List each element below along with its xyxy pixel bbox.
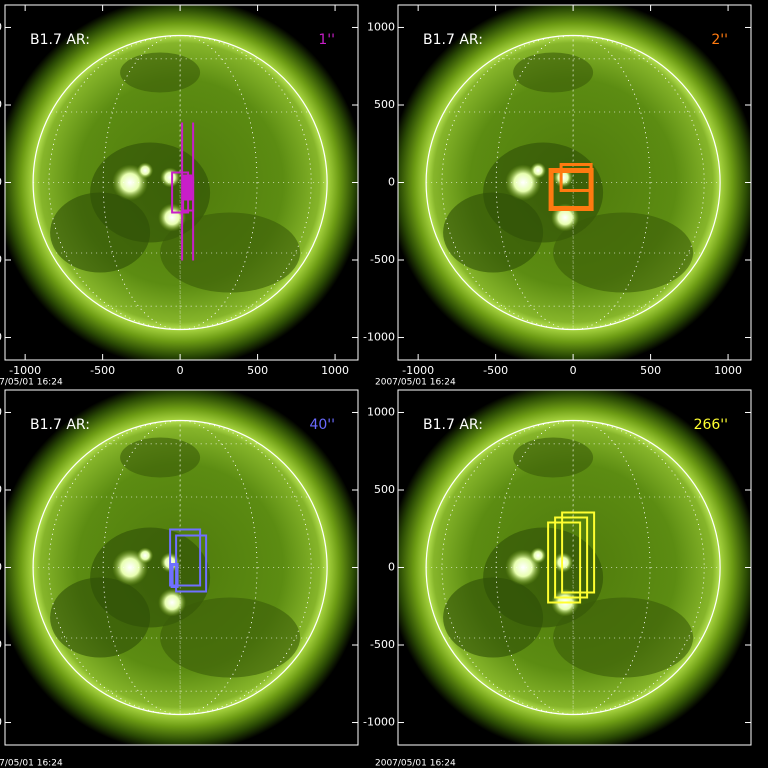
dark-region — [50, 192, 151, 273]
grid-longitude — [441, 35, 705, 330]
x-tick-label: -1000 — [9, 364, 41, 377]
bright-region — [160, 167, 181, 188]
y-tick-label: -1000 — [363, 716, 395, 729]
y-tick-label: 500 — [0, 483, 2, 496]
region-box — [561, 511, 596, 594]
y-tick-label: -500 — [370, 253, 395, 266]
timestamp: 2007/05/01 16:24 — [0, 759, 63, 768]
timestamp: 2007/05/01 16:24 — [375, 378, 456, 388]
y-tick-label: 1000 — [367, 20, 395, 33]
bright-region — [158, 203, 187, 232]
y-tick-label: 500 — [0, 98, 2, 111]
dark-region — [553, 597, 694, 678]
panel-title: B1.7 AR: — [423, 32, 483, 48]
region-box — [547, 521, 582, 604]
y-tick-label: -500 — [0, 253, 2, 266]
panel-label: 266'' — [694, 417, 728, 433]
timestamp: 2007/05/01 16:24 — [375, 759, 456, 768]
x-tick-label: 0 — [570, 364, 577, 377]
y-tick-label: 500 — [374, 483, 395, 496]
sun-image — [398, 5, 751, 360]
y-tick-label: -500 — [0, 638, 2, 651]
dark-region — [120, 437, 201, 478]
sun-image — [5, 390, 358, 745]
y-tick-label: 0 — [0, 561, 2, 574]
bright-region — [137, 162, 154, 179]
region-fill — [182, 174, 193, 201]
dark-region — [513, 437, 594, 478]
y-tick-label: 1000 — [367, 405, 395, 418]
panel-label: 1'' — [318, 32, 335, 48]
dark-region — [160, 597, 301, 678]
x-tick-label: 1000 — [714, 364, 742, 377]
panel: -1000 -500 0 500 1000 B1.7 AR: 40'' 2007/05/01 … — [0, 389, 359, 768]
dark-region — [160, 212, 301, 293]
bright-region — [530, 547, 547, 564]
x-tick-label: 0 — [177, 364, 184, 377]
y-tick-label: -1000 — [0, 716, 2, 729]
panel: -1000 -500 0 500 1000 -1000 -500 0 500 1000 B1.7 A… — [0, 4, 359, 388]
y-tick-label: 1000 — [0, 405, 2, 418]
timestamp: 2007/05/01 16:24 — [0, 378, 63, 388]
y-tick-label: 0 — [0, 176, 2, 189]
bright-region — [158, 588, 187, 617]
region-box — [169, 528, 202, 587]
grid-longitude — [48, 35, 312, 330]
y-tick-label: -500 — [370, 638, 395, 651]
region-box — [170, 563, 179, 588]
y-tick-label: 500 — [374, 98, 395, 111]
dark-region — [513, 52, 594, 93]
x-tick-label: -500 — [90, 364, 115, 377]
panel-title: B1.7 AR: — [30, 32, 90, 48]
dark-region — [50, 577, 151, 658]
panel-title: B1.7 AR: — [423, 417, 483, 433]
x-tick-label: 500 — [247, 364, 268, 377]
y-tick-label: -1000 — [363, 331, 395, 344]
region-box — [559, 163, 593, 192]
panel: -1000 -500 0 500 1000 B1.7 AR: 266'' 2007/05/01… — [363, 389, 752, 768]
region-box — [554, 516, 589, 599]
panel: -1000 -500 0 500 1000 -1000 -500 0 500 1000 B1.7 A… — [363, 4, 752, 388]
sun-image — [398, 390, 751, 745]
bright-region — [530, 162, 547, 179]
dark-region — [443, 577, 544, 658]
x-tick-label: -500 — [483, 364, 508, 377]
sun-image — [5, 5, 358, 360]
grid-longitude — [48, 420, 312, 715]
x-tick-label: 500 — [640, 364, 661, 377]
dark-region — [443, 192, 544, 273]
y-tick-label: 0 — [388, 561, 395, 574]
y-tick-label: 1000 — [0, 20, 2, 33]
y-tick-label: 0 — [388, 176, 395, 189]
grid-longitude — [441, 420, 705, 715]
y-tick-label: -1000 — [0, 331, 2, 344]
dark-region — [120, 52, 201, 93]
panel-title: B1.7 AR: — [30, 417, 90, 433]
panel-label: 40'' — [309, 417, 335, 433]
panel-label: 2'' — [711, 32, 728, 48]
x-tick-label: 1000 — [321, 364, 349, 377]
dark-region — [553, 212, 694, 293]
bright-region — [137, 547, 154, 564]
x-tick-label: -1000 — [402, 364, 434, 377]
